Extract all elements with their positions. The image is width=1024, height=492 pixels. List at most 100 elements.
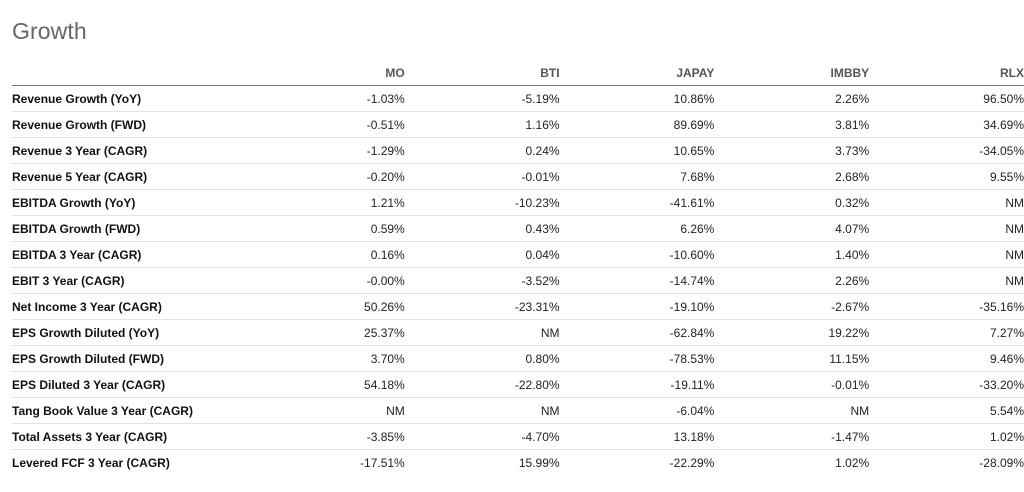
row-value-cell: 4.07% <box>714 215 870 242</box>
row-value-cell: 1.21% <box>248 189 405 216</box>
row-value-cell: 1.02% <box>869 423 1024 450</box>
row-value-cell: NM <box>869 189 1024 216</box>
row-value-cell: 10.86% <box>559 85 715 112</box>
table-row: Revenue Growth (YoY) -1.03% -5.19% 10.86% 2.… <box>12 85 1024 112</box>
row-value-cell: -1.47% <box>714 423 870 450</box>
row-value-cell: NM <box>404 319 560 346</box>
row-metric-label: EBIT 3 Year (CAGR) <box>12 267 249 294</box>
row-value-cell: -33.20% <box>869 371 1024 398</box>
row-value-cell: NM <box>714 397 870 424</box>
column-header-mo[interactable]: MO <box>248 60 405 86</box>
row-value-cell: 3.73% <box>714 137 870 164</box>
row-metric-label: Revenue 5 Year (CAGR) <box>12 163 249 190</box>
row-value-cell: 13.18% <box>559 423 715 450</box>
row-value-cell: 6.26% <box>559 215 715 242</box>
row-value-cell: -4.70% <box>404 423 560 450</box>
row-value-cell: 2.68% <box>714 163 870 190</box>
row-value-cell: 0.24% <box>404 137 560 164</box>
row-value-cell: 7.68% <box>559 163 715 190</box>
row-value-cell: -19.10% <box>559 293 715 320</box>
row-metric-label: EPS Growth Diluted (FWD) <box>12 345 249 372</box>
table-row: EBIT 3 Year (CAGR) -0.00% -3.52% -14.74% 2.2… <box>12 267 1024 294</box>
row-value-cell: -0.01% <box>714 371 870 398</box>
row-value-cell: 0.16% <box>248 241 405 268</box>
row-metric-label: EPS Growth Diluted (YoY) <box>12 319 249 346</box>
row-value-cell: NM <box>869 215 1024 242</box>
row-value-cell: -35.16% <box>869 293 1024 320</box>
row-value-cell: 0.80% <box>404 345 560 372</box>
row-metric-label: EBITDA Growth (YoY) <box>12 189 249 216</box>
row-value-cell: 3.81% <box>714 111 870 138</box>
row-value-cell: -1.03% <box>248 85 405 112</box>
row-metric-label: EBITDA Growth (FWD) <box>12 215 249 242</box>
table-row: EPS Growth Diluted (YoY) 25.37% NM -62.84% 1… <box>12 319 1024 346</box>
column-header-rlx[interactable]: RLX <box>869 60 1024 86</box>
column-header-metric <box>12 60 249 86</box>
row-value-cell: -3.52% <box>404 267 560 294</box>
row-value-cell: 0.32% <box>714 189 870 216</box>
row-value-cell: 54.18% <box>248 371 405 398</box>
row-metric-label: Total Assets 3 Year (CAGR) <box>12 423 249 450</box>
row-value-cell: -3.85% <box>248 423 405 450</box>
row-value-cell: 15.99% <box>518 455 560 470</box>
row-metric-label: Revenue Growth (FWD) <box>12 111 249 138</box>
row-value-cell: 2.26% <box>714 267 870 294</box>
row-metric-label: Revenue 3 Year (CAGR) <box>12 137 249 164</box>
row-value-cell: -14.74% <box>559 267 715 294</box>
table-row: Revenue Growth (FWD) -0.51% 1.16% 89.69% 3.8… <box>12 111 1024 138</box>
row-value-cell: -10.23% <box>404 189 560 216</box>
row-value-cell: 5.54% <box>869 397 1024 424</box>
row-value-cell: NM <box>869 241 1024 268</box>
table-row: EBITDA Growth (FWD) 0.59% 0.43% 6.26% 4.07% N… <box>12 215 1024 242</box>
row-value-cell: 0.43% <box>404 215 560 242</box>
row-value-cell: NM <box>404 397 560 424</box>
row-value-cell: 89.69% <box>559 111 715 138</box>
row-value-cell: 96.50% <box>869 85 1024 112</box>
row-value-cell: -17.51% <box>360 455 405 470</box>
table-row: Net Income 3 Year (CAGR) 50.26% -23.31% -19… <box>12 293 1024 320</box>
table-row: Total Assets 3 Year (CAGR) -3.85% -4.70% 13… <box>12 423 1024 450</box>
row-value-cell: -0.00% <box>248 267 405 294</box>
row-value-cell: 11.15% <box>714 345 870 372</box>
row-value-cell: -6.04% <box>559 397 715 424</box>
table-row: EBITDA Growth (YoY) 1.21% -10.23% -41.61% 0.… <box>12 189 1024 216</box>
column-header-bti[interactable]: BTI <box>404 60 560 86</box>
column-header-imbby[interactable]: IMBBY <box>714 60 870 86</box>
row-value-cell: -22.80% <box>404 371 560 398</box>
row-value-cell: -23.31% <box>404 293 560 320</box>
row-value-cell: -22.29% <box>669 455 715 470</box>
row-value-cell: 19.22% <box>714 319 870 346</box>
row-value-cell: 1.40% <box>714 241 870 268</box>
row-value-cell: -19.11% <box>559 371 715 398</box>
table-row: EBITDA 3 Year (CAGR) 0.16% 0.04% -10.60% 1.4… <box>12 241 1024 268</box>
row-value-cell: -41.61% <box>559 189 715 216</box>
row-metric-label: Net Income 3 Year (CAGR) <box>12 293 249 320</box>
table-body: Revenue Growth (YoY) -1.03% -5.19% 10.86% 2.… <box>12 85 1024 476</box>
row-value-cell: -62.84% <box>559 319 715 346</box>
row-value-cell: 2.26% <box>714 85 870 112</box>
row-value-cell: NM <box>248 397 405 424</box>
row-value-cell: 0.04% <box>404 241 560 268</box>
column-header-japay[interactable]: JAPAY <box>559 60 715 86</box>
row-metric-label: Revenue Growth (YoY) <box>12 85 249 112</box>
row-value-cell: -1.29% <box>248 137 405 164</box>
table-row: Tang Book Value 3 Year (CAGR) NM NM -6.04% N… <box>12 397 1024 424</box>
table-row: Levered FCF 3 Year (CAGR) -17.51% 15.99% -2… <box>12 450 1024 476</box>
table-header-row: MO BTI JAPAY IMBBY RLX <box>12 60 1024 86</box>
row-metric-label: Tang Book Value 3 Year (CAGR) <box>12 397 249 424</box>
row-value-cell: 34.69% <box>869 111 1024 138</box>
row-value-cell: 0.59% <box>248 215 405 242</box>
row-value-cell: 50.26% <box>248 293 405 320</box>
row-value-cell: 10.65% <box>559 137 715 164</box>
row-value-cell: -34.05% <box>869 137 1024 164</box>
row-value-cell: 9.55% <box>869 163 1024 190</box>
row-metric-label: Levered FCF 3 Year (CAGR) <box>12 455 170 470</box>
row-metric-label: EBITDA 3 Year (CAGR) <box>12 241 249 268</box>
page-title: Growth <box>12 18 87 44</box>
row-value-cell: NM <box>869 267 1024 294</box>
row-value-cell: 1.02% <box>835 455 870 470</box>
row-value-cell: -0.01% <box>404 163 560 190</box>
row-metric-label: EPS Diluted 3 Year (CAGR) <box>12 371 249 398</box>
row-value-cell: -78.53% <box>559 345 715 372</box>
table-row: EPS Diluted 3 Year (CAGR) 54.18% -22.80% -1… <box>12 371 1024 398</box>
